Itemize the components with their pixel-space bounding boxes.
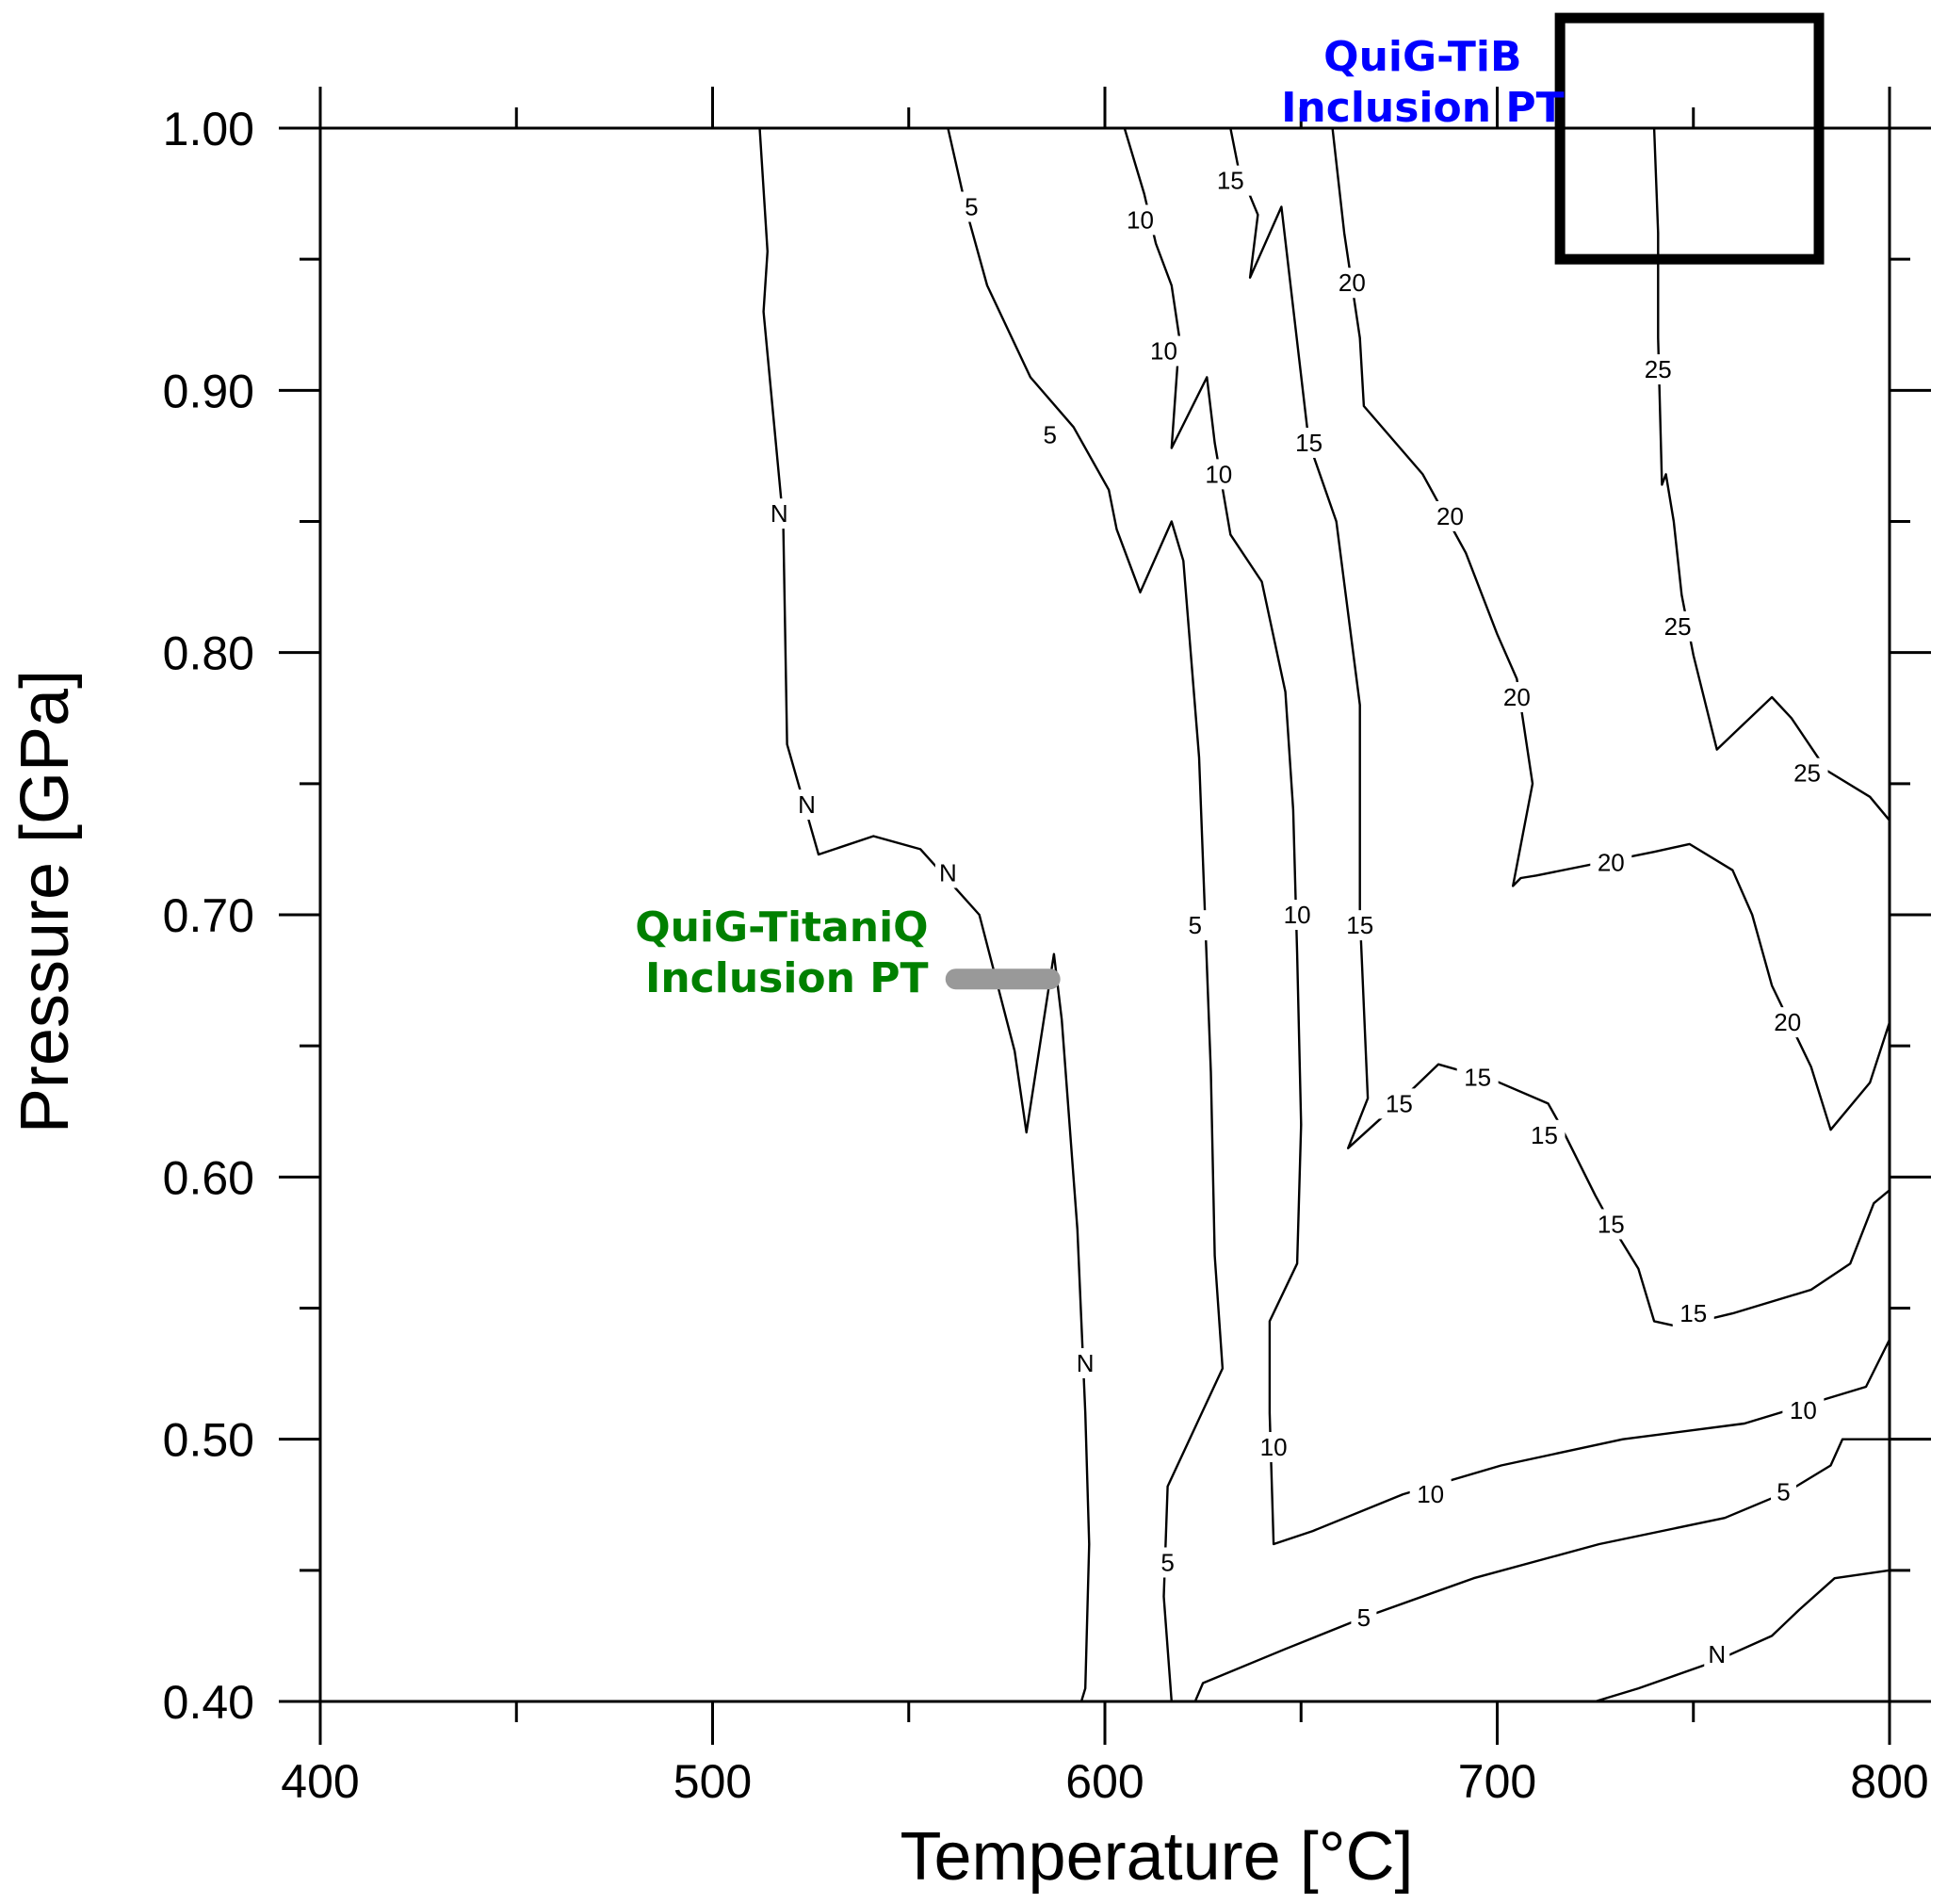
contour-label-15: 15 <box>1598 1210 1625 1238</box>
y-tick-label: 0.70 <box>163 889 254 942</box>
contour-label-background <box>1657 610 1699 642</box>
contour-label-5: 5 <box>1160 1548 1174 1576</box>
contour-label-15: 15 <box>1679 1299 1707 1327</box>
contour-label-10: 10 <box>1790 1396 1817 1424</box>
contour-line-5 <box>1193 1438 1890 1702</box>
contour-label-15: 15 <box>1386 1089 1413 1117</box>
contour-label-background <box>958 191 984 222</box>
annotation-label-line: Inclusion PT <box>1281 84 1565 132</box>
contour-label-20: 20 <box>1436 502 1464 530</box>
contour-lines: N N N N 5 5 5 5 5 5 10 10 10 10 10 10 10 15 15 15 15 15 15 15 15… <box>758 127 1891 1703</box>
inclusion-pt-box-marker <box>1554 12 1825 265</box>
contour-label-background <box>1351 1602 1377 1633</box>
contour-label-background <box>1786 757 1828 789</box>
contour-label-background <box>1288 428 1330 458</box>
contour-label-5: 5 <box>1357 1603 1371 1632</box>
contour-label-background <box>1409 1479 1452 1510</box>
contour-label-background <box>1590 847 1632 878</box>
x-tick-label: 700 <box>1458 1755 1536 1808</box>
contour-label-20: 20 <box>1598 848 1625 876</box>
contour-label-background <box>1276 900 1319 930</box>
contour-label-5: 5 <box>1043 421 1056 449</box>
y-tick-label: 0.40 <box>163 1676 254 1729</box>
contour-line-N <box>1595 1569 1890 1703</box>
contour-label-N: N <box>939 858 957 887</box>
plot-frame <box>318 87 1891 1745</box>
y-tick-label: 0.90 <box>163 365 254 417</box>
x-tick-label: 800 <box>1850 1755 1928 1808</box>
contour-label-background <box>1782 1395 1825 1426</box>
annotation-label-line: QuiG-TitaniQ <box>635 903 928 952</box>
contour-label-15: 15 <box>1295 429 1322 457</box>
annotation-label-line: Inclusion PT <box>645 954 929 1002</box>
contour-label-background <box>1253 1432 1295 1463</box>
contour-label-background <box>1143 335 1185 366</box>
y-tick-label: 0.60 <box>163 1151 254 1204</box>
contour-label-background <box>934 857 961 888</box>
contour-line-10 <box>1123 127 1891 1546</box>
contour-label-15: 15 <box>1217 167 1244 195</box>
y-tick-label: 0.50 <box>163 1414 254 1467</box>
contour-label-5: 5 <box>1777 1477 1790 1505</box>
contour-label-background <box>1209 165 1252 196</box>
contour-label-5: 5 <box>965 193 978 221</box>
contour-line-25 <box>1652 127 1890 822</box>
contour-label-25: 25 <box>1645 355 1672 383</box>
contour-label-25: 25 <box>1664 612 1692 641</box>
contour-label-background <box>1119 204 1161 236</box>
y-axis-title: Pressure [GPa] <box>8 670 83 1133</box>
contour-label-background <box>1429 500 1471 531</box>
contour-label-background <box>1182 910 1209 941</box>
contour-label-N: N <box>771 499 788 528</box>
annotation-label-line: QuiG-TiB <box>1323 33 1521 81</box>
contour-label-N: N <box>1077 1349 1095 1377</box>
contour-label-20: 20 <box>1339 269 1366 297</box>
contour-label-10: 10 <box>1150 337 1177 366</box>
contour-label-background <box>1072 1347 1098 1378</box>
contour-label-background <box>1331 268 1373 299</box>
contour-label-background <box>1672 1298 1714 1329</box>
contour-label-10: 10 <box>1205 460 1232 488</box>
contour-label-background <box>1766 1007 1809 1038</box>
contour-label-background <box>1037 419 1063 450</box>
contour-label-10: 10 <box>1417 1480 1444 1508</box>
contour-label-background <box>1155 1547 1181 1578</box>
contour-label-background <box>1637 354 1679 385</box>
y-tick-label: 0.80 <box>163 627 254 680</box>
contour-line-5 <box>947 127 1225 1702</box>
x-axis-title: Temperature [°C] <box>900 1819 1414 1895</box>
contour-label-N: N <box>798 790 816 819</box>
contour-label-5: 5 <box>1189 911 1202 939</box>
contour-label-10: 10 <box>1260 1433 1288 1461</box>
contour-label-background <box>766 498 792 529</box>
contour-label-background <box>1339 910 1381 941</box>
y-tick-label: 1.00 <box>163 103 254 155</box>
axis-ticks: 400 500 600 700 800 0.40 0.50 0.60 0.70 0.80 0.90 1… <box>163 87 1931 1808</box>
contour-label-background <box>1496 681 1538 712</box>
contour-label-20: 20 <box>1503 683 1531 711</box>
contour-label-background <box>1590 1209 1632 1240</box>
contour-label-15: 15 <box>1531 1121 1558 1149</box>
x-tick-label: 600 <box>1065 1755 1144 1808</box>
contour-label-15: 15 <box>1464 1064 1491 1092</box>
contour-label-10: 10 <box>1284 901 1311 929</box>
contour-line-20 <box>1331 127 1891 1131</box>
contour-label-background <box>1704 1638 1730 1669</box>
contour-label-background <box>1197 459 1240 490</box>
x-tick-label: 400 <box>281 1755 359 1808</box>
contour-label-10: 10 <box>1127 205 1154 234</box>
contour-label-15: 15 <box>1346 911 1373 939</box>
x-tick-label: 500 <box>673 1755 752 1808</box>
contour-label-background <box>793 789 819 821</box>
contour-label-N: N <box>1708 1640 1726 1668</box>
contour-label-20: 20 <box>1774 1008 1801 1036</box>
contour-label-background <box>1523 1119 1566 1150</box>
contour-label-background <box>1771 1476 1797 1507</box>
contour-label-background <box>1456 1062 1499 1093</box>
contour-label-background <box>1378 1088 1420 1119</box>
contour-label-25: 25 <box>1793 759 1821 788</box>
